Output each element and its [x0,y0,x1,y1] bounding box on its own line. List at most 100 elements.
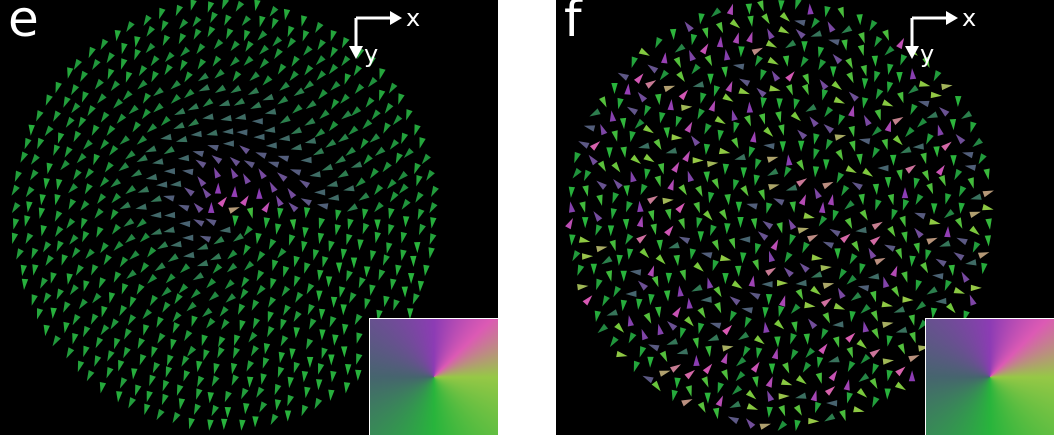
vector-arrow [831,80,842,90]
vector-arrow [713,85,721,97]
vector-arrow [121,283,129,295]
vector-arrow [794,19,806,27]
vector-arrow [110,209,119,221]
vector-arrow [163,226,175,233]
vector-arrow [250,345,259,357]
vector-arrow [178,283,189,294]
vector-arrow [287,37,297,49]
vector-arrow [274,383,282,396]
vector-arrow [256,269,265,282]
vector-arrow [757,0,764,12]
vector-arrow [174,107,186,116]
vector-arrow [871,328,879,340]
vector-arrow [150,211,162,219]
vector-arrow [700,92,707,104]
vector-arrow [236,129,248,136]
vector-arrow [816,356,824,369]
vector-arrow [749,292,761,300]
axes-indicator-e: x y [349,4,420,68]
vector-arrow [944,226,951,238]
vector-arrow [318,363,325,375]
vector-arrow [578,141,590,149]
vector-arrow [969,225,980,236]
vector-arrow [897,91,904,104]
vector-arrow [277,155,290,162]
vector-arrow [43,241,52,253]
vector-arrow [739,78,751,87]
vector-arrow [164,51,175,63]
vector-arrow [173,122,185,130]
vector-arrow [418,223,426,236]
vector-arrow [163,168,175,175]
vector-arrow [301,371,309,383]
vector-arrow [886,369,893,382]
vector-arrow [71,84,80,96]
vector-arrow [203,349,210,361]
vector-arrow [647,64,659,74]
vector-arrow [91,264,99,276]
vector-arrow [145,42,156,54]
vector-arrow [11,232,19,244]
vector-arrow [54,210,63,222]
vector-arrow [929,218,941,225]
vector-arrow [229,156,241,167]
vector-arrow [354,83,365,94]
vector-arrow [170,240,182,248]
vector-arrow [702,27,709,39]
vector-arrow [136,283,145,295]
vector-arrow [86,370,95,382]
vector-arrow [707,73,714,85]
vector-arrow [795,28,806,39]
vector-arrow [184,71,193,83]
vector-arrow [94,355,102,367]
vector-arrow [712,259,719,272]
vector-arrow [978,153,987,165]
vector-arrow [671,134,683,141]
vector-arrow [802,241,810,254]
vector-arrow [226,28,234,40]
vector-arrow [803,212,815,219]
vector-arrow [909,255,916,267]
vector-arrow [767,28,775,40]
vector-arrow [785,71,795,82]
vector-arrow [251,299,260,311]
y-axis-label: y [364,40,378,68]
vector-arrow [597,160,606,172]
vector-arrow [214,182,222,194]
vector-arrow [346,233,353,246]
vector-arrow [374,219,381,231]
vector-arrow [932,273,944,280]
vector-arrow [69,284,79,296]
vector-arrow [719,209,728,221]
vector-arrow [611,161,621,173]
vector-arrow [704,123,712,135]
vector-arrow [243,403,250,415]
vector-arrow [261,201,270,213]
vector-arrow [907,84,919,94]
vector-arrow [784,251,793,263]
vector-arrow [304,262,311,274]
vector-arrow [92,292,102,304]
vector-arrow [648,210,655,222]
vector-arrow [943,209,955,219]
vector-arrow [890,154,897,166]
vector-arrow [419,137,426,149]
vector-arrow [330,296,338,308]
vector-arrow [869,19,878,32]
vector-arrow [856,388,868,398]
vector-arrow [383,122,391,134]
vector-arrow [811,254,823,261]
vector-arrow [30,153,40,165]
vector-arrow [121,42,128,55]
vector-arrow [840,233,851,244]
vector-arrow [965,259,977,266]
vector-arrow [849,140,856,152]
vector-arrow [640,183,648,196]
vector-arrow [926,111,938,119]
vector-arrow [38,207,46,219]
vector-arrow [150,195,162,202]
vector-arrow [24,215,31,227]
vector-arrow [306,283,315,295]
vector-arrow [277,247,287,259]
vector-arrow [179,220,191,228]
